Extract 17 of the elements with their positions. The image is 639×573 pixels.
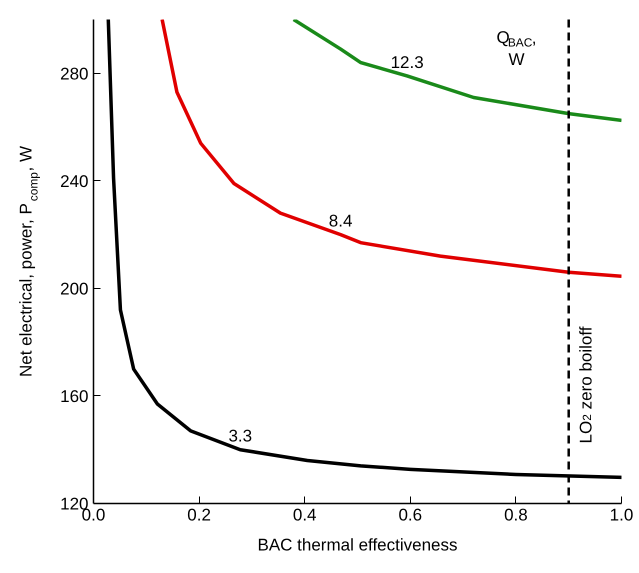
series-label: 3.3: [228, 426, 252, 446]
series-label: 8.4: [328, 212, 352, 231]
line-series: [292, 20, 622, 122]
series-label: 12.3: [390, 52, 424, 72]
x-tick-label: 0.4: [292, 506, 317, 524]
x-tick-label: 0.8: [504, 506, 528, 524]
ref-line-label: LO2 zero boiloff: [576, 326, 596, 444]
x-tick-label: 0.6: [398, 506, 422, 524]
y-tick-label: 280: [60, 64, 89, 84]
y-axis-title: Net electrical, power, Pcomp, W: [16, 146, 41, 378]
y-tick-label: 200: [60, 279, 89, 298]
x-tick-label: 0.2: [187, 506, 211, 524]
y-tick-label: 160: [60, 386, 89, 406]
line-series: [160, 20, 622, 278]
x-tick-label: 1.0: [610, 506, 634, 524]
x-axis-title: BAC thermal effectiveness: [258, 536, 458, 554]
y-tick-label: 240: [60, 172, 89, 191]
